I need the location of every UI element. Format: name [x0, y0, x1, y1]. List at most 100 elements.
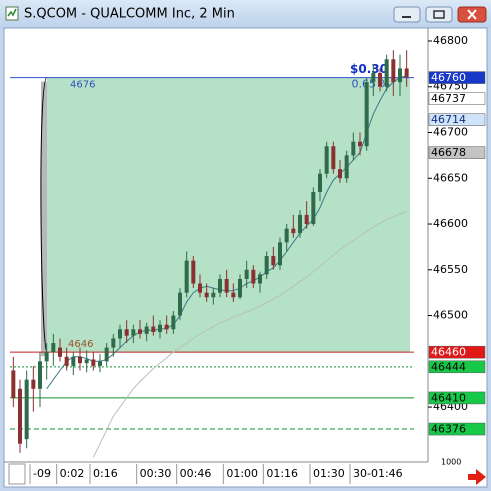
candle-body	[91, 359, 96, 366]
candle-body	[218, 278, 222, 293]
x-tick-label: 0:02	[60, 467, 85, 480]
candle-body	[98, 361, 102, 366]
price-label-box	[428, 71, 486, 84]
maximize-glyph	[433, 10, 445, 19]
price-label: 46444	[431, 360, 466, 373]
range-change-pct: 0.65 %	[352, 78, 390, 91]
candle-body	[198, 283, 202, 293]
candle-body	[331, 146, 336, 170]
candle-body	[51, 343, 56, 353]
time-axis-start-box	[8, 463, 26, 485]
candle-body	[191, 260, 196, 284]
candle-body	[44, 352, 49, 362]
candle-body	[298, 214, 302, 234]
y-tick-label: 46700	[433, 126, 468, 139]
candle-body	[31, 379, 36, 389]
price-label: 46460	[431, 346, 466, 359]
candle-body	[324, 146, 329, 174]
candle-body	[311, 192, 316, 225]
candle-body	[211, 292, 216, 298]
candle-body	[378, 73, 382, 87]
candle-body	[204, 292, 209, 298]
candle-body	[184, 260, 189, 293]
x-tick-label: 00:30	[140, 467, 172, 480]
range-high-label: 4676	[70, 80, 95, 91]
candle-body	[118, 329, 122, 339]
candle-body	[384, 59, 389, 87]
candle-body	[224, 278, 229, 293]
y-tick-label: 46800	[433, 34, 468, 47]
price-label: 46410	[431, 391, 466, 404]
candle-body	[371, 73, 376, 83]
candle-body	[244, 269, 249, 279]
candle-body	[24, 379, 29, 440]
candle-body	[271, 256, 276, 266]
candle-body	[84, 359, 89, 364]
candle-body	[284, 228, 289, 243]
minimize-button[interactable]	[393, 6, 421, 23]
scroll-arrow[interactable]	[468, 469, 486, 485]
candle-body	[171, 315, 176, 330]
candle-body	[64, 356, 69, 366]
candle-body	[251, 269, 256, 284]
price-label: 46737	[431, 92, 466, 105]
range-shadow	[41, 81, 47, 357]
candle-body	[78, 356, 82, 364]
range-box	[47, 77, 410, 353]
window-title: S.QCOM - QUALCOMM Inc, 2 Min	[24, 7, 235, 22]
price-label-box	[428, 92, 486, 105]
price-label-box	[428, 360, 486, 374]
range-low-label: 4646	[68, 339, 93, 350]
candle-body	[351, 141, 356, 156]
price-label-box	[428, 345, 486, 359]
price-label-box	[428, 422, 486, 436]
x-tick-label: 0:16	[93, 467, 118, 480]
candle-body	[278, 242, 282, 266]
close-glyph	[467, 9, 477, 20]
moving-average	[92, 210, 407, 458]
candle-body	[178, 292, 182, 316]
candle-body	[238, 278, 242, 298]
x-tick-label: 00:46	[180, 467, 212, 480]
candle-body	[111, 338, 116, 348]
candle-body	[318, 173, 322, 192]
price-label-box	[428, 391, 486, 405]
candle-body	[291, 228, 296, 234]
candle-body	[18, 388, 22, 444]
price-label: 46714	[431, 113, 466, 126]
y-tick-label: 46500	[433, 309, 468, 322]
x-tick-label: 01:30	[313, 467, 345, 480]
price-label-box	[428, 113, 486, 126]
candle-body	[11, 370, 16, 398]
x-tick-label: 01:16	[266, 467, 298, 480]
candle-body	[38, 361, 42, 389]
x-tick-label: 30-01:46	[353, 467, 403, 480]
y-tick-label: 46650	[433, 171, 468, 184]
maximize-button[interactable]	[425, 6, 453, 23]
range-change: $0.30	[350, 62, 388, 76]
candle-body	[164, 324, 169, 330]
candle-body	[158, 324, 162, 333]
candle-body	[124, 329, 129, 336]
candle-body	[344, 155, 349, 179]
price-label: 46376	[431, 423, 466, 436]
candle-body	[138, 329, 142, 334]
candle-body	[131, 329, 136, 336]
y-tick-label: 46550	[433, 263, 468, 276]
x-tick-label: 01:00	[226, 467, 258, 480]
candle-body	[264, 256, 269, 275]
price-label-box	[428, 146, 486, 159]
candle-body	[151, 326, 156, 333]
y-tick-label: 46600	[433, 217, 468, 230]
price-label: 46760	[431, 71, 466, 84]
price-label: 46678	[431, 146, 466, 159]
candle-body	[358, 141, 362, 147]
candle-body	[404, 68, 409, 78]
range-bracket	[40, 77, 48, 353]
candle-body	[58, 347, 62, 357]
x-tick-label: -09	[33, 467, 51, 480]
candle-body	[338, 169, 342, 179]
candle-body	[231, 292, 236, 298]
volume-label: 1000	[441, 458, 461, 467]
